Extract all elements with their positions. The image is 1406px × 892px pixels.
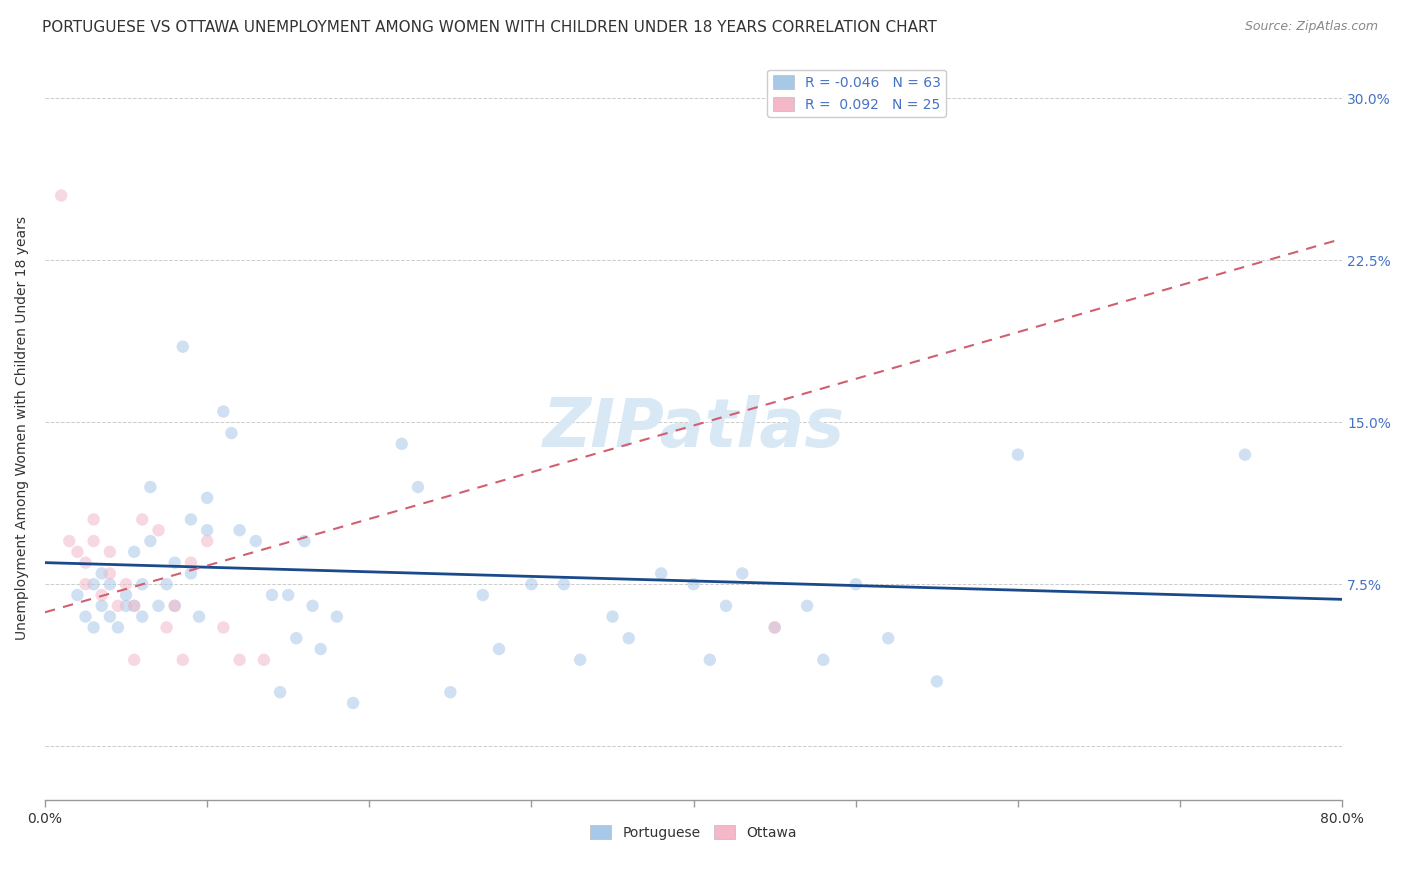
Point [58,534,80,549]
Point [212,620,235,634]
Point [155,577,177,591]
Point [471,588,494,602]
Point [122,599,145,613]
Point [66,545,89,559]
Point [75,577,97,591]
Point [269,685,291,699]
Text: ZIPatlas: ZIPatlas [543,394,845,460]
Point [253,653,276,667]
Point [66,588,89,602]
Point [180,512,202,526]
Point [139,534,162,549]
Point [122,599,145,613]
Point [195,534,218,549]
Point [309,642,332,657]
Point [155,620,177,634]
Y-axis label: Unemployment Among Women with Children Under 18 years: Unemployment Among Women with Children U… [15,216,30,640]
Point [90,588,112,602]
Point [172,653,194,667]
Point [326,609,349,624]
Point [439,685,461,699]
Point [877,631,900,645]
Point [763,620,786,634]
Point [122,545,145,559]
Point [221,425,243,440]
Point [488,642,510,657]
Legend: Portuguese, Ottawa: Portuguese, Ottawa [585,820,803,846]
Point [180,556,202,570]
Point [83,512,105,526]
Point [172,340,194,354]
Point [163,556,186,570]
Point [131,577,153,591]
Point [83,620,105,634]
Point [285,631,308,645]
Point [245,534,267,549]
Point [75,609,97,624]
Point [925,674,948,689]
Point [569,653,592,667]
Point [650,566,672,581]
Point [98,545,121,559]
Point [602,609,624,624]
Point [115,577,138,591]
Point [107,599,129,613]
Point [148,599,170,613]
Point [83,534,105,549]
Point [98,609,121,624]
Point [682,577,704,591]
Point [98,577,121,591]
Point [188,609,211,624]
Point [98,566,121,581]
Point [75,556,97,570]
Point [277,588,299,602]
Point [107,620,129,634]
Point [714,599,737,613]
Point [1233,448,1256,462]
Point [115,599,138,613]
Text: Source: ZipAtlas.com: Source: ZipAtlas.com [1244,20,1378,33]
Point [163,599,186,613]
Point [228,653,250,667]
Point [122,653,145,667]
Point [406,480,429,494]
Point [90,566,112,581]
Point [731,566,754,581]
Point [845,577,868,591]
Point [195,523,218,537]
Point [520,577,543,591]
Point [796,599,818,613]
Point [342,696,364,710]
Point [180,566,202,581]
Point [617,631,640,645]
Point [294,534,316,549]
Point [148,523,170,537]
Point [553,577,575,591]
Point [813,653,835,667]
Point [51,188,73,202]
Point [83,577,105,591]
Text: PORTUGUESE VS OTTAWA UNEMPLOYMENT AMONG WOMEN WITH CHILDREN UNDER 18 YEARS CORRE: PORTUGUESE VS OTTAWA UNEMPLOYMENT AMONG … [42,20,936,35]
Point [301,599,323,613]
Point [391,437,413,451]
Point [131,512,153,526]
Point [212,404,235,418]
Point [228,523,250,537]
Point [1007,448,1029,462]
Point [260,588,283,602]
Point [699,653,721,667]
Point [90,599,112,613]
Point [139,480,162,494]
Point [763,620,786,634]
Point [131,609,153,624]
Point [115,588,138,602]
Point [163,599,186,613]
Point [195,491,218,505]
